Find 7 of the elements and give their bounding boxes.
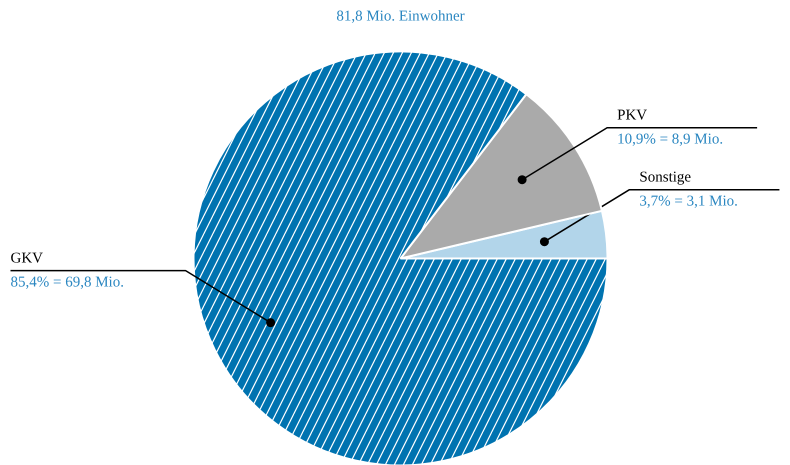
chart-title: 81,8 Mio. Einwohner [336, 8, 465, 24]
data-label: 10,9% = 8,9 Mio. [617, 132, 724, 148]
slice-label: PKV [617, 108, 648, 124]
data-label: 3,7% = 3,1 Mio. [639, 194, 738, 210]
slice-label: Sonstige [639, 170, 692, 186]
data-label: 85,4% = 69,8 Mio. [10, 274, 124, 291]
slice-label: GKV [10, 250, 44, 267]
